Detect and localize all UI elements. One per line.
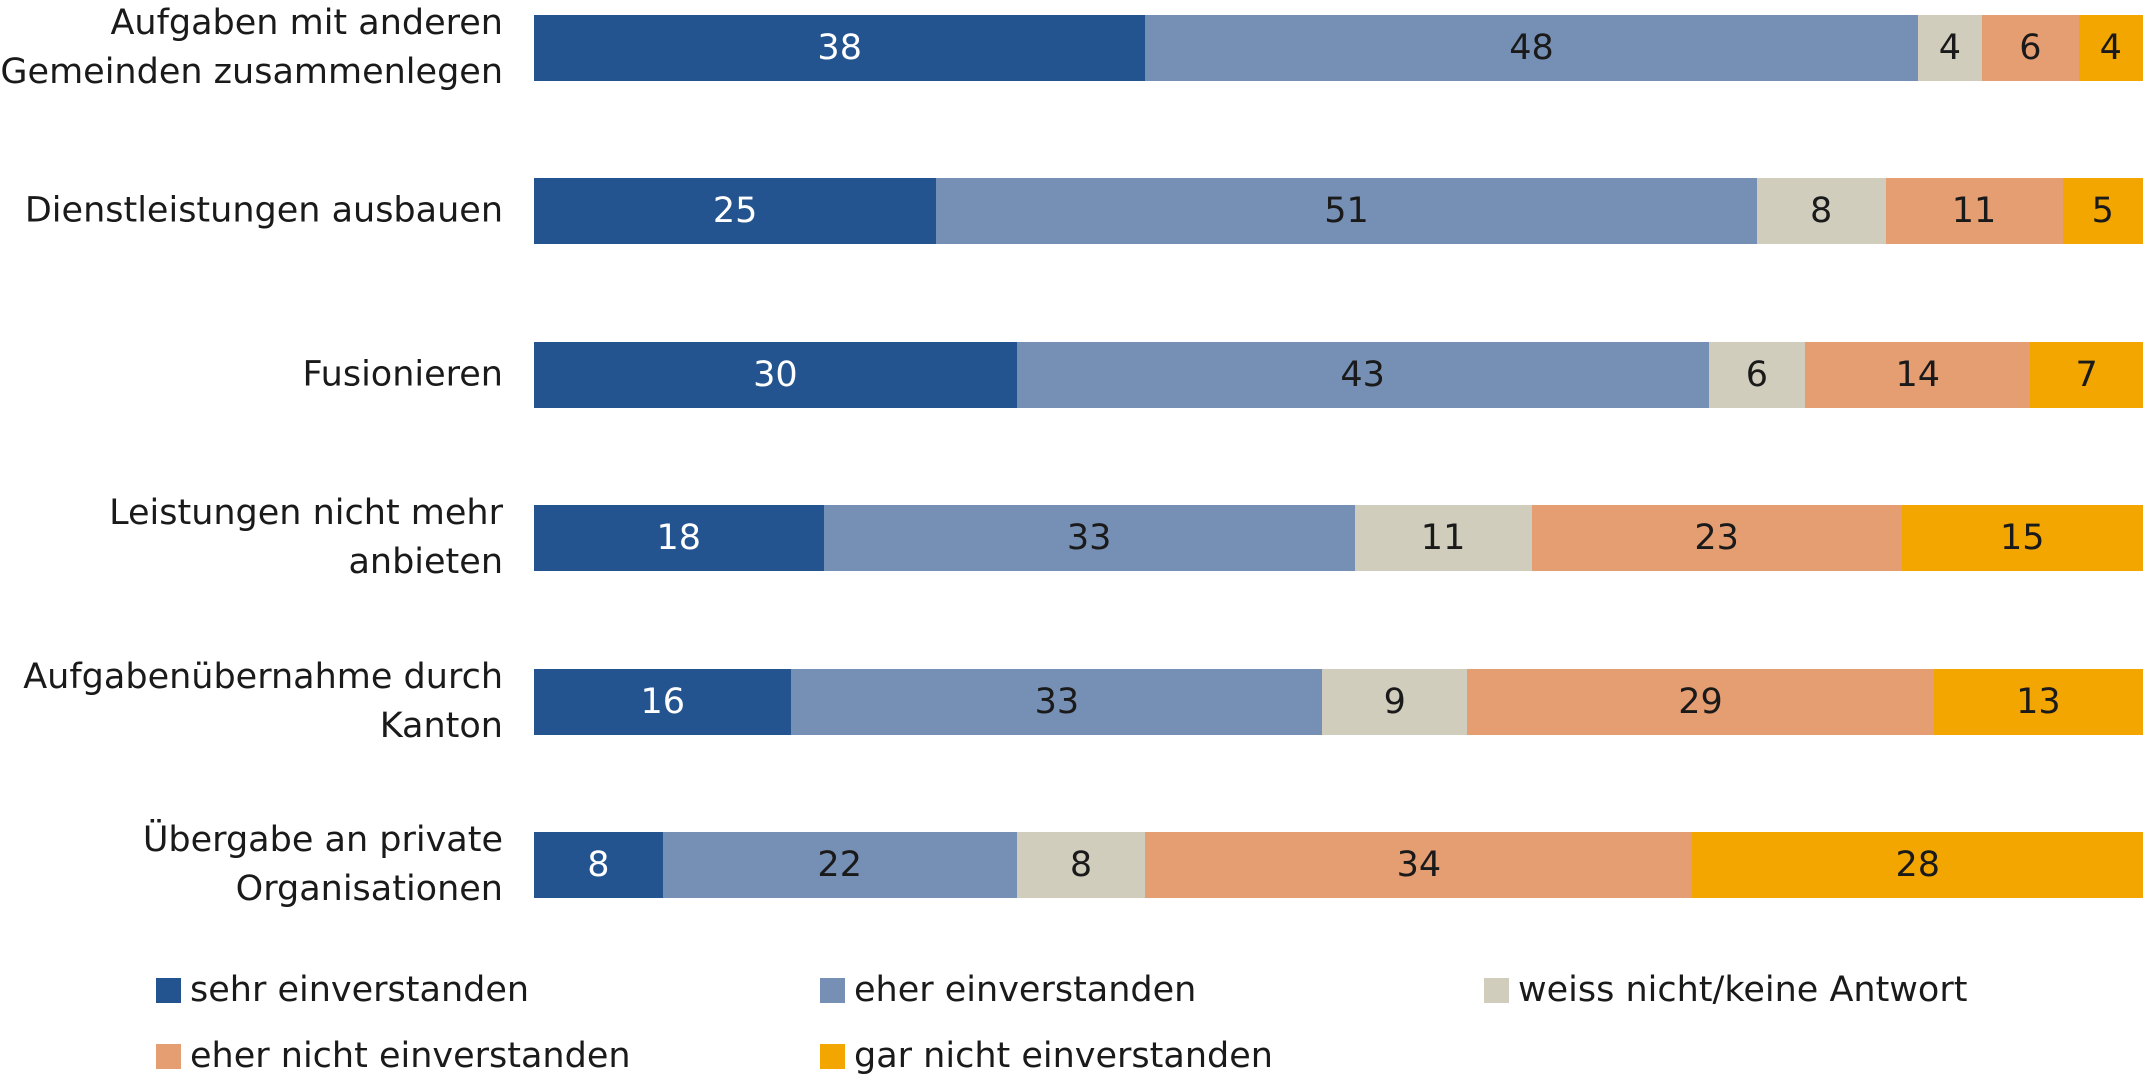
bar-segment: 4 — [2078, 15, 2143, 81]
value-label: 48 — [1509, 28, 1554, 68]
category-label: Aufgaben mit anderen Gemeinden zusammenl… — [0, 3, 503, 92]
value-label: 23 — [1694, 518, 1739, 559]
value-label: 38 — [817, 28, 862, 68]
value-label: 8 — [1069, 845, 1093, 885]
legend-swatch — [156, 977, 181, 1003]
value-label: 7 — [2075, 354, 2098, 395]
bar-segment: 11 — [1354, 505, 1532, 572]
value-label: 8 — [587, 845, 610, 885]
bar-segment: 38 — [534, 15, 1146, 81]
category-label: Übergabe an private Organisationen — [142, 820, 503, 909]
bar-segment: 8 — [1016, 832, 1146, 898]
value-label: 51 — [1324, 191, 1369, 232]
bar-segment: 7 — [2030, 341, 2143, 408]
value-label: 6 — [1745, 354, 1768, 395]
value-label: 6 — [2019, 28, 2042, 68]
legend-swatch — [820, 977, 845, 1003]
bar-segment: 33 — [823, 505, 1355, 572]
value-label: 25 — [712, 191, 758, 232]
bar-segment: 15 — [1901, 505, 2143, 572]
value-label: 11 — [1951, 191, 1997, 232]
value-label: 33 — [1034, 681, 1080, 722]
value-label: 34 — [1396, 845, 1442, 885]
legend-label: eher nicht einverstanden — [190, 1036, 631, 1076]
bar-segment: 48 — [1145, 15, 1918, 81]
category-label: Dienstleistungen ausbauen — [24, 190, 503, 231]
value-label: 14 — [1895, 354, 1940, 395]
category-label: Aufgabenübernahme durch Kanton — [23, 656, 503, 746]
value-label: 9 — [1383, 681, 1406, 722]
bar-segment: 11 — [1885, 178, 2063, 245]
value-label: 43 — [1340, 354, 1385, 395]
value-label: 18 — [656, 518, 702, 559]
value-label: 4 — [2099, 28, 2122, 68]
bar-segment: 5 — [2062, 178, 2143, 245]
bar-segment: 8 — [1756, 178, 1886, 245]
legend-label: gar nicht einverstanden — [854, 1036, 1273, 1076]
bar-segment: 43 — [1016, 341, 1709, 408]
bar-segment: 22 — [662, 832, 1017, 898]
value-label: 11 — [1420, 518, 1466, 559]
value-label: 29 — [1678, 681, 1723, 722]
bar-segment: 23 — [1531, 505, 1902, 572]
bar-segment: 28 — [1692, 832, 2143, 898]
bar-segment: 25 — [534, 178, 937, 245]
legend-label: weiss nicht/keine Antwort — [1518, 970, 1968, 1010]
value-label: 22 — [817, 845, 862, 885]
bar-segment: 8 — [534, 832, 663, 898]
bar-segment: 14 — [1805, 341, 2031, 408]
value-label: 4 — [1938, 28, 1962, 68]
value-label: 8 — [1810, 191, 1833, 232]
bar-segment: 6 — [1982, 15, 2079, 81]
legend-label: sehr einverstanden — [190, 970, 530, 1010]
bar-segment: 33 — [791, 668, 1323, 735]
bar-segment: 34 — [1145, 832, 1693, 898]
legend-swatch — [156, 1043, 181, 1069]
bar-segment: 51 — [936, 178, 1757, 245]
category-label: Leistungen nicht mehr anbieten — [109, 493, 503, 583]
value-label: 33 — [1066, 518, 1112, 559]
legend-swatch — [820, 1043, 845, 1069]
value-label: 30 — [753, 354, 798, 395]
bar-segment: 9 — [1322, 668, 1468, 735]
bar-segment: 29 — [1467, 668, 1934, 735]
bar-segment: 18 — [534, 505, 824, 572]
bar-segment: 16 — [534, 668, 792, 735]
bar-segment: 4 — [1917, 15, 1983, 81]
value-label: 16 — [640, 681, 685, 722]
value-label: 28 — [1895, 845, 1940, 885]
bar-segment: 30 — [534, 341, 1017, 408]
category-label: Fusionieren — [302, 354, 503, 395]
value-label: 13 — [2016, 681, 2061, 722]
value-label: 5 — [2091, 191, 2114, 232]
legend-swatch — [1484, 977, 1509, 1003]
bar-segment: 6 — [1708, 341, 1806, 408]
value-label: 15 — [2000, 518, 2045, 559]
bar-segment: 13 — [1933, 668, 2143, 735]
legend-label: eher einverstanden — [854, 970, 1197, 1010]
